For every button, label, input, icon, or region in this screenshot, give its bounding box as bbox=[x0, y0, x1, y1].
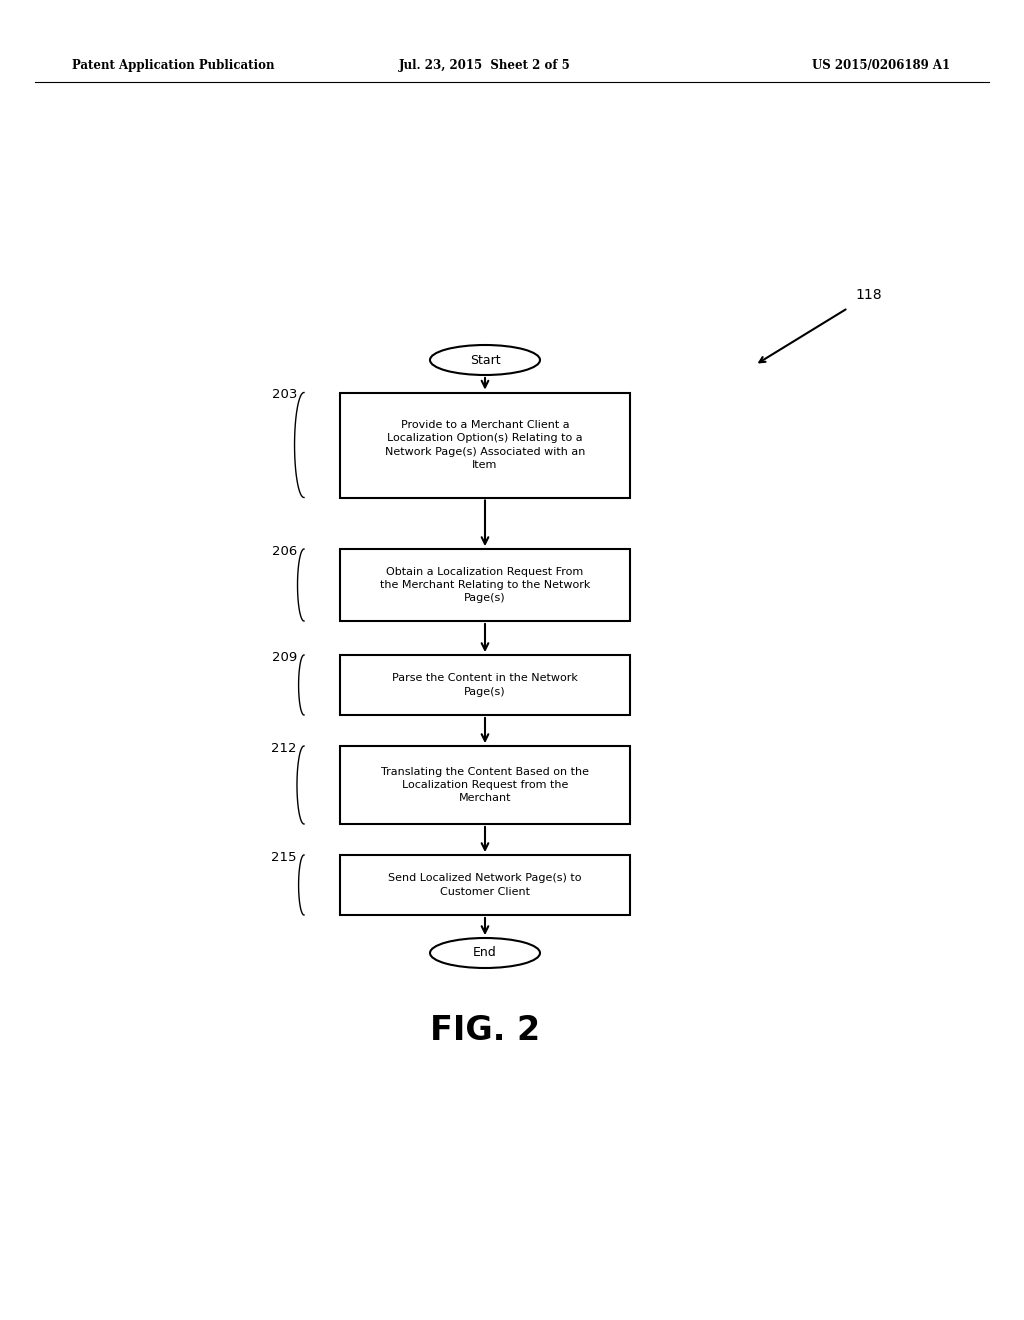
Text: 212: 212 bbox=[271, 742, 297, 755]
Ellipse shape bbox=[430, 345, 540, 375]
Text: US 2015/0206189 A1: US 2015/0206189 A1 bbox=[812, 58, 950, 71]
Text: Patent Application Publication: Patent Application Publication bbox=[72, 58, 274, 71]
Text: 203: 203 bbox=[271, 388, 297, 401]
Text: Jul. 23, 2015  Sheet 2 of 5: Jul. 23, 2015 Sheet 2 of 5 bbox=[399, 58, 570, 71]
FancyBboxPatch shape bbox=[340, 655, 630, 715]
Text: Translating the Content Based on the
Localization Request from the
Merchant: Translating the Content Based on the Loc… bbox=[381, 767, 589, 803]
Text: Provide to a Merchant Client a
Localization Option(s) Relating to a
Network Page: Provide to a Merchant Client a Localizat… bbox=[385, 420, 585, 470]
FancyBboxPatch shape bbox=[340, 549, 630, 620]
Text: Start: Start bbox=[470, 354, 501, 367]
Text: Parse the Content in the Network
Page(s): Parse the Content in the Network Page(s) bbox=[392, 673, 578, 697]
FancyBboxPatch shape bbox=[340, 746, 630, 824]
Text: FIG. 2: FIG. 2 bbox=[430, 1014, 540, 1047]
FancyBboxPatch shape bbox=[340, 855, 630, 915]
Text: 215: 215 bbox=[271, 851, 297, 865]
Text: 206: 206 bbox=[271, 545, 297, 558]
Text: Obtain a Localization Request From
the Merchant Relating to the Network
Page(s): Obtain a Localization Request From the M… bbox=[380, 566, 590, 603]
Text: 209: 209 bbox=[271, 651, 297, 664]
Text: 118: 118 bbox=[855, 288, 882, 302]
Text: End: End bbox=[473, 946, 497, 960]
Text: Send Localized Network Page(s) to
Customer Client: Send Localized Network Page(s) to Custom… bbox=[388, 874, 582, 896]
FancyBboxPatch shape bbox=[340, 392, 630, 498]
Ellipse shape bbox=[430, 939, 540, 968]
